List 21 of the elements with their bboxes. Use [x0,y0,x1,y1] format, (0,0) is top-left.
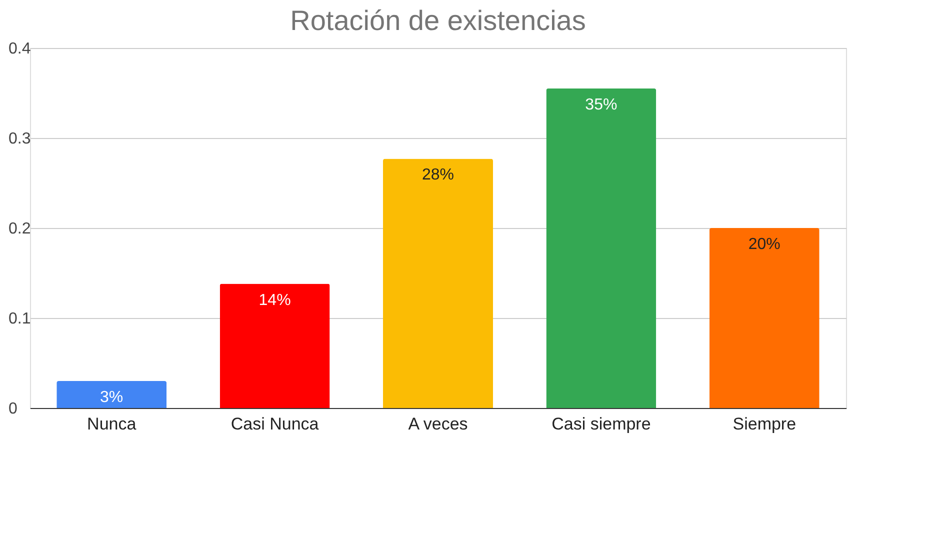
chart-title: Rotación de existencias [290,5,586,36]
y-tick-label: 0.2 [8,220,31,238]
y-tick-label: 0.3 [8,130,31,148]
data-label: 20% [748,236,780,253]
bar [546,88,656,408]
x-tick-label: A veces [408,414,468,434]
bar [383,158,493,408]
data-label: 14% [258,292,291,309]
data-label: 3% [100,389,124,406]
x-tick-label: Nunca [87,414,137,434]
data-label: 35% [585,96,618,114]
data-label: 28% [422,166,454,184]
x-tick-label: Casi siempre [552,414,651,434]
x-tick-label: Siempre [732,414,796,434]
bar [709,228,820,408]
bar [56,381,167,408]
y-tick-label: 0 [8,400,18,418]
y-tick-label: 0.1 [8,310,31,328]
y-tick-label: 0.4 [8,40,31,58]
x-tick-label: Casi Nunca [230,414,320,434]
bar [220,284,330,408]
